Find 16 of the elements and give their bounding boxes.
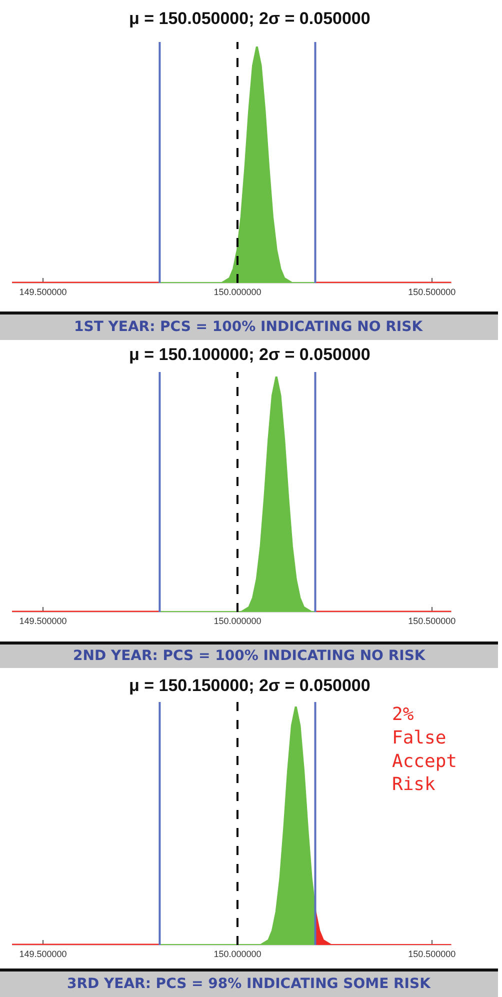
x-tick-label: 150.500000 bbox=[408, 286, 456, 297]
chart-title: μ = 150.150000; 2σ = 0.050000 bbox=[129, 676, 370, 695]
chart-title: μ = 150.050000; 2σ = 0.050000 bbox=[129, 9, 370, 28]
x-tick-label: 150.500000 bbox=[408, 948, 456, 959]
x-tick-label: 150.000000 bbox=[214, 616, 262, 626]
annotation: 2% False Accept Risk bbox=[392, 704, 458, 796]
x-tick-label: 150.000000 bbox=[214, 286, 262, 297]
x-tick-label: 150.500000 bbox=[408, 616, 456, 626]
x-tick-label: 149.500000 bbox=[19, 616, 67, 626]
text: 2ND YEAR: PCS = 100% INDICATING NO RISK bbox=[73, 648, 426, 664]
text: 1ST YEAR: PCS = 100% INDICATING NO RISK bbox=[74, 319, 424, 335]
chart-title: μ = 150.100000; 2σ = 0.050000 bbox=[129, 345, 370, 364]
x-tick-label: 149.500000 bbox=[19, 948, 67, 959]
x-tick-label: 149.500000 bbox=[19, 286, 67, 297]
text: 3RD YEAR: PCS = 98% INDICATING SOME RISK bbox=[67, 976, 432, 992]
x-tick-label: 150.000000 bbox=[214, 948, 262, 959]
